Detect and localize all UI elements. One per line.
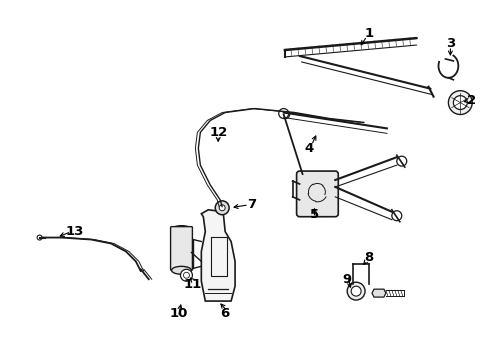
FancyBboxPatch shape xyxy=(296,171,338,217)
Circle shape xyxy=(180,269,192,281)
Ellipse shape xyxy=(171,266,191,274)
Text: 11: 11 xyxy=(183,278,201,291)
Circle shape xyxy=(391,211,401,221)
Ellipse shape xyxy=(171,226,191,234)
Text: 1: 1 xyxy=(364,27,373,40)
Text: 13: 13 xyxy=(65,225,83,238)
Text: 2: 2 xyxy=(466,94,475,107)
Text: 8: 8 xyxy=(364,251,373,264)
Circle shape xyxy=(447,91,471,114)
Circle shape xyxy=(350,286,360,296)
Circle shape xyxy=(219,205,224,211)
Polygon shape xyxy=(201,210,235,301)
Text: 12: 12 xyxy=(209,126,227,139)
Text: 10: 10 xyxy=(169,307,187,320)
Circle shape xyxy=(183,272,189,278)
Circle shape xyxy=(281,111,289,118)
Text: 4: 4 xyxy=(304,142,313,155)
Text: 6: 6 xyxy=(220,307,229,320)
Text: 9: 9 xyxy=(342,273,351,286)
Circle shape xyxy=(37,235,42,240)
Polygon shape xyxy=(371,289,385,297)
Circle shape xyxy=(396,156,406,166)
Text: 5: 5 xyxy=(309,208,318,221)
Circle shape xyxy=(278,109,288,118)
Circle shape xyxy=(215,201,229,215)
FancyBboxPatch shape xyxy=(170,227,192,270)
Text: 7: 7 xyxy=(247,198,256,211)
Circle shape xyxy=(452,96,467,109)
Text: 3: 3 xyxy=(445,37,454,50)
Circle shape xyxy=(346,282,365,300)
